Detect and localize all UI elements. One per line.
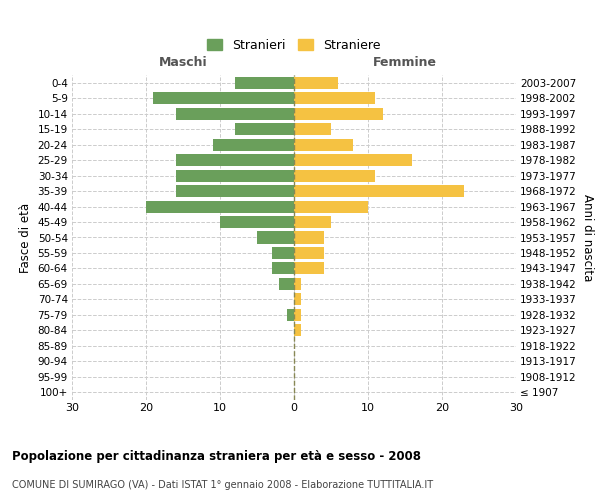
Legend: Stranieri, Straniere: Stranieri, Straniere (207, 39, 381, 52)
Bar (294, 232, 323, 243)
Bar (294, 247, 323, 259)
Bar (294, 200, 368, 212)
Bar (272, 262, 294, 274)
Bar (279, 278, 294, 290)
Text: Popolazione per cittadinanza straniera per età e sesso - 2008: Popolazione per cittadinanza straniera p… (12, 450, 421, 463)
Bar (212, 138, 294, 150)
Bar (294, 309, 301, 321)
Bar (294, 216, 331, 228)
Bar (220, 216, 294, 228)
Bar (176, 185, 294, 197)
Bar (235, 123, 294, 135)
Bar (294, 92, 376, 104)
Bar (294, 138, 353, 150)
Bar (294, 170, 376, 181)
Bar (154, 92, 294, 104)
Y-axis label: Fasce di età: Fasce di età (19, 202, 32, 272)
Bar (294, 324, 301, 336)
Bar (272, 247, 294, 259)
Bar (176, 170, 294, 181)
Bar (257, 232, 294, 243)
Y-axis label: Anni di nascita: Anni di nascita (581, 194, 593, 281)
Text: Femmine: Femmine (373, 56, 437, 69)
Text: COMUNE DI SUMIRAGO (VA) - Dati ISTAT 1° gennaio 2008 - Elaborazione TUTTITALIA.I: COMUNE DI SUMIRAGO (VA) - Dati ISTAT 1° … (12, 480, 433, 490)
Bar (176, 108, 294, 120)
Bar (235, 76, 294, 89)
Bar (287, 309, 294, 321)
Bar (294, 108, 383, 120)
Bar (294, 123, 331, 135)
Bar (176, 154, 294, 166)
Bar (294, 294, 301, 306)
Bar (294, 185, 464, 197)
Bar (294, 278, 301, 290)
Bar (294, 76, 338, 89)
Bar (294, 154, 412, 166)
Text: Maschi: Maschi (158, 56, 208, 69)
Bar (294, 262, 323, 274)
Bar (146, 200, 294, 212)
